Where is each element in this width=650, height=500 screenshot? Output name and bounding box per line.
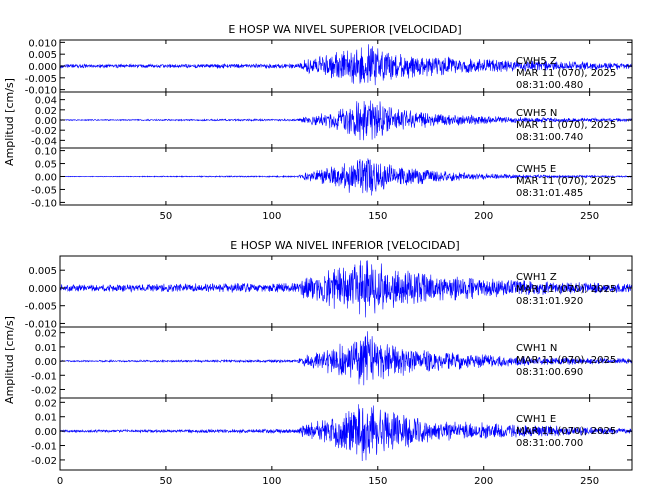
chart-1-trace-1-time-label: 08:31:00.690 (516, 367, 583, 378)
chart-1-xtick-label: 250 (580, 476, 599, 487)
chart-1-trace-2-frame (59, 397, 633, 471)
chart-0-trace-0-ytick-label: 0.005 (28, 50, 57, 61)
chart-1-trace-1-ytick-label: 0.02 (35, 329, 57, 340)
chart-1-xtick-label: 200 (474, 476, 493, 487)
chart-0-trace-0-ytick-label: 0.000 (28, 62, 57, 73)
chart-1-trace-0-ytick-label: -0.010 (25, 319, 57, 330)
chart-0-xtick-label: 50 (160, 211, 173, 222)
chart-0-trace-1-ytick-label: -0.04 (31, 136, 57, 147)
chart-1-trace-1-ytick-label: 0.01 (35, 343, 57, 354)
lower-y-axis-label: Amplitud [cm/s] (3, 316, 16, 404)
lower-chart-title: E HOSP WA NIVEL INFERIOR [VELOCIDAD] (230, 239, 459, 252)
chart-0-trace-1-date-label: MAR 11 (070), 2025 (516, 120, 616, 131)
chart-0-xtick-label: 100 (262, 211, 281, 222)
chart-1-trace-2-ytick-label: 0.02 (35, 398, 57, 409)
chart-1-trace-2-ytick-label: -0.01 (31, 442, 57, 453)
chart-0-trace-0-ytick-label: -0.005 (25, 74, 57, 85)
chart-1-trace-1-date-label: MAR 11 (070), 2025 (516, 355, 616, 366)
chart-0-trace-2-station-label: CWH5 E (516, 164, 556, 175)
chart-0-trace-1-ytick-label: 0.02 (35, 106, 57, 117)
chart-0-trace-0-time-label: 08:31:00.480 (516, 80, 583, 91)
chart-0-xtick-label: 150 (368, 211, 387, 222)
chart-0-trace-2-date-label: MAR 11 (070), 2025 (516, 176, 616, 187)
chart-1-trace-0-ytick-label: -0.005 (25, 302, 57, 313)
chart-1-trace-1-station-label: CWH1 N (516, 343, 557, 354)
chart-0-trace-1-ytick-label: 0.04 (35, 96, 57, 107)
chart-1-xtick-label: 150 (368, 476, 387, 487)
chart-0-trace-1-waveform (59, 100, 633, 141)
chart-0-trace-0-ytick-label: 0.010 (28, 38, 57, 49)
chart-0-trace-2-ytick-label: 0.10 (35, 147, 57, 158)
chart-0-trace-0-ytick-label: -0.010 (25, 86, 57, 97)
chart-0-trace-0-date-label: MAR 11 (070), 2025 (516, 68, 616, 79)
chart-0-trace-1-ytick-label: -0.02 (31, 126, 57, 137)
chart-0-trace-2-time-label: 08:31:01.485 (516, 188, 583, 199)
chart-0-trace-2-waveform (59, 158, 633, 196)
chart-1-trace-1-ytick-label: -0.02 (31, 385, 57, 396)
chart-0-trace-2-ytick-label: -0.05 (31, 185, 57, 196)
chart-1-trace-0-waveform (59, 260, 633, 318)
chart-1-trace-1-ytick-label: -0.01 (31, 371, 57, 382)
chart-0-trace-2-ytick-label: 0.05 (35, 160, 57, 171)
chart-1-trace-0-station-label: CWH1 Z (516, 272, 557, 283)
chart-1-trace-2-ytick-label: 0.01 (35, 413, 57, 424)
chart-1-xtick-label: 50 (160, 476, 173, 487)
chart-1-trace-2-date-label: MAR 11 (070), 2025 (516, 426, 616, 437)
chart-0-xtick-label: 200 (474, 211, 493, 222)
upper-chart-title: E HOSP WA NIVEL SUPERIOR [VELOCIDAD] (228, 23, 461, 36)
chart-1-trace-0-ytick-label: 0.005 (28, 266, 57, 277)
chart-0-trace-1-time-label: 08:31:00.740 (516, 132, 583, 143)
chart-1-trace-1-ytick-label: 0.00 (35, 357, 57, 368)
chart-1-xtick-label: 100 (262, 476, 281, 487)
chart-0-trace-0-station-label: CWH5 Z (516, 56, 557, 67)
chart-1-trace-2-ytick-label: -0.02 (31, 456, 57, 467)
chart-0-xtick-label: 250 (580, 211, 599, 222)
chart-1-trace-2-station-label: CWH1 E (516, 414, 556, 425)
chart-1-trace-2-time-label: 08:31:00.700 (516, 438, 583, 449)
chart-0-trace-0-waveform (59, 44, 633, 86)
chart-0-trace-2-ytick-label: 0.00 (35, 173, 57, 184)
chart-1-trace-0-date-label: MAR 11 (070), 2025 (516, 284, 616, 295)
chart-0-trace-1-station-label: CWH5 N (516, 108, 557, 119)
chart-0-trace-2-ytick-label: -0.10 (31, 198, 57, 209)
chart-1-xtick-label: 0 (57, 476, 63, 487)
chart-0-trace-1-ytick-label: 0.00 (35, 116, 57, 127)
upper-y-axis-label: Amplitud [cm/s] (3, 78, 16, 166)
chart-1-trace-0-time-label: 08:31:01.920 (516, 296, 583, 307)
chart-1-trace-1-waveform (59, 331, 633, 386)
chart-1-trace-0-ytick-label: 0.000 (28, 284, 57, 295)
chart-1-trace-2-ytick-label: 0.00 (35, 427, 57, 438)
chart-1-trace-2-waveform (59, 404, 633, 462)
